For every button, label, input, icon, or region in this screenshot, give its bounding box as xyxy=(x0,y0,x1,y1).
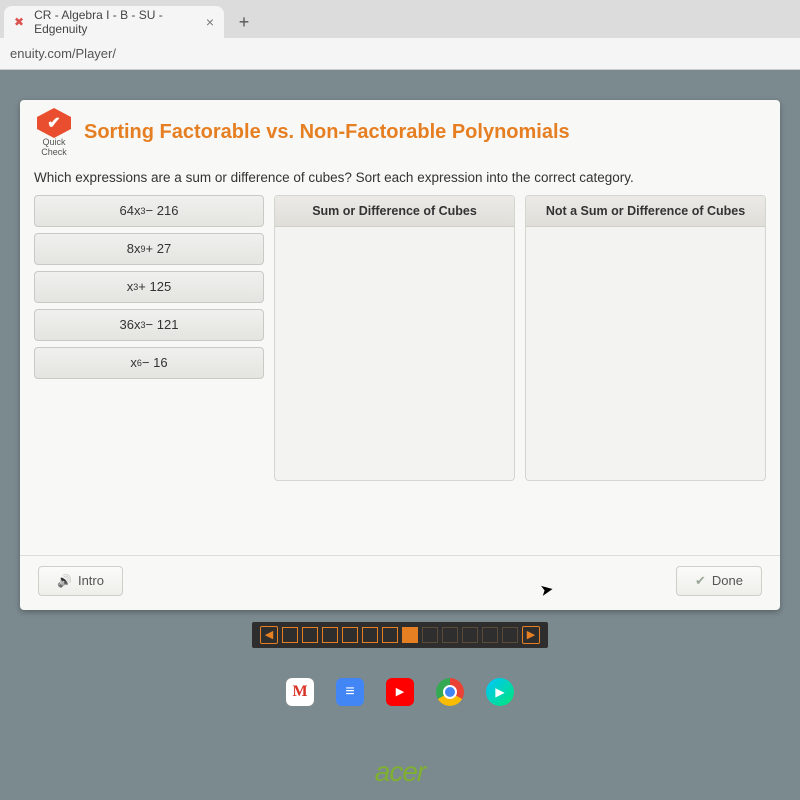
progress-step[interactable] xyxy=(402,627,418,643)
progress-step[interactable] xyxy=(442,627,458,643)
address-bar[interactable]: enuity.com/Player/ xyxy=(0,38,800,70)
expression-tile[interactable]: x6 − 16 xyxy=(34,347,264,379)
intro-label: Intro xyxy=(78,573,104,588)
docs-icon[interactable] xyxy=(336,678,364,706)
card-header: Quick Check Sorting Factorable vs. Non-F… xyxy=(20,100,780,164)
expression-tile[interactable]: 8x9 + 27 xyxy=(34,233,264,265)
youtube-icon[interactable] xyxy=(386,678,414,706)
card-footer: Intro Done xyxy=(20,555,780,610)
check-icon xyxy=(695,573,706,589)
progress-step[interactable] xyxy=(342,627,358,643)
sorting-area: 64x3 − 216 8x9 + 27 x3 + 125 36x3 − 121 x6 −… xyxy=(20,195,780,495)
progress-boxes xyxy=(282,627,518,643)
intro-button[interactable]: Intro xyxy=(38,566,123,596)
drop-zone-left-header: Sum or Difference of Cubes xyxy=(275,196,514,227)
progress-step[interactable] xyxy=(282,627,298,643)
chrome-icon[interactable] xyxy=(436,678,464,706)
speaker-icon xyxy=(57,573,72,588)
tab-title: CR - Algebra I - B - SU - Edgenuity xyxy=(34,8,194,36)
expression-source-column: 64x3 − 216 8x9 + 27 x3 + 125 36x3 − 121 x6 −… xyxy=(34,195,264,481)
browser-tab-strip: CR - Algebra I - B - SU - Edgenuity × + xyxy=(0,0,800,38)
prev-button[interactable]: ◀ xyxy=(260,626,278,644)
drop-zone-left[interactable]: Sum or Difference of Cubes xyxy=(274,195,515,481)
expression-tile[interactable]: 64x3 − 216 xyxy=(34,195,264,227)
progress-step[interactable] xyxy=(362,627,378,643)
progress-step[interactable] xyxy=(302,627,318,643)
progress-step[interactable] xyxy=(502,627,518,643)
instruction-text: Which expressions are a sum or differenc… xyxy=(20,164,780,195)
quick-check-label-2: Check xyxy=(41,148,67,158)
progress-strip: ◀ ▶ xyxy=(252,622,548,648)
progress-step[interactable] xyxy=(422,627,438,643)
progress-step[interactable] xyxy=(382,627,398,643)
page-body: Quick Check Sorting Factorable vs. Non-F… xyxy=(0,70,800,800)
activity-card: Quick Check Sorting Factorable vs. Non-F… xyxy=(20,100,780,610)
os-taskbar xyxy=(286,678,514,706)
done-button[interactable]: Done xyxy=(676,566,762,596)
close-tab-icon[interactable]: × xyxy=(206,14,214,30)
done-label: Done xyxy=(712,573,743,588)
expression-tile[interactable]: x3 + 125 xyxy=(34,271,264,303)
expression-tile[interactable]: 36x3 − 121 xyxy=(34,309,264,341)
progress-step[interactable] xyxy=(462,627,478,643)
quick-check-icon xyxy=(37,108,71,138)
progress-step[interactable] xyxy=(322,627,338,643)
next-button[interactable]: ▶ xyxy=(522,626,540,644)
favicon-icon xyxy=(14,15,26,29)
activity-title: Sorting Factorable vs. Non-Factorable Po… xyxy=(84,121,766,144)
browser-tab[interactable]: CR - Algebra I - B - SU - Edgenuity × xyxy=(4,6,224,38)
laptop-frame: CR - Algebra I - B - SU - Edgenuity × + … xyxy=(0,0,800,800)
drop-zone-right[interactable]: Not a Sum or Difference of Cubes xyxy=(525,195,766,481)
laptop-brand-logo: acer xyxy=(375,756,425,788)
drop-zone-right-header: Not a Sum or Difference of Cubes xyxy=(526,196,765,227)
gmail-icon[interactable] xyxy=(286,678,314,706)
url-text: enuity.com/Player/ xyxy=(10,46,116,61)
quick-check-badge: Quick Check xyxy=(34,108,74,158)
new-tab-button[interactable]: + xyxy=(230,8,258,36)
play-store-icon[interactable] xyxy=(486,678,514,706)
progress-step[interactable] xyxy=(482,627,498,643)
